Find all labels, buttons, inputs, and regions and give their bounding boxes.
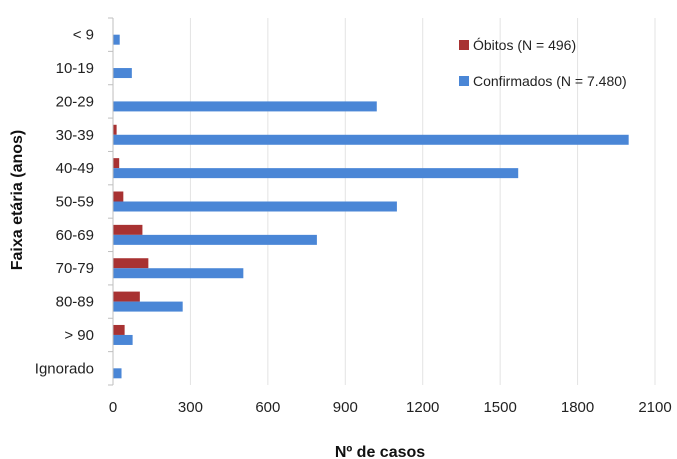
x-axis-title: Nº de casos bbox=[335, 444, 425, 459]
y-tick-label: 20-29 bbox=[56, 93, 94, 110]
y-tick-label: 10-19 bbox=[56, 60, 94, 77]
x-tick-label: 1500 bbox=[483, 399, 516, 416]
bar-confirmados-0 bbox=[113, 34, 120, 45]
bar-confirmados-7 bbox=[113, 268, 244, 279]
x-tick-label: 600 bbox=[255, 399, 280, 416]
bar-obitos-5 bbox=[113, 191, 124, 202]
bar-obitos-9 bbox=[113, 324, 125, 335]
bar-confirmados-6 bbox=[113, 234, 317, 245]
axes bbox=[108, 17, 114, 386]
bar-obitos-3 bbox=[113, 124, 117, 135]
bar-confirmados-4 bbox=[113, 168, 519, 179]
y-tick-label: 50-59 bbox=[56, 194, 94, 211]
x-tick-label: 1800 bbox=[561, 399, 594, 416]
bar-obitos-8 bbox=[113, 291, 140, 302]
x-tick-labels: 0 300 600 900 1200 1500 1800 2100 bbox=[109, 399, 672, 416]
y-tick-label: > 90 bbox=[64, 327, 94, 344]
y-tick-labels: < 9 10-19 20-29 30-39 40-49 50-59 60-69 70-79 80… bbox=[35, 27, 94, 378]
x-tick-label: 900 bbox=[333, 399, 358, 416]
bar-confirmados-1 bbox=[113, 68, 132, 79]
legend-label-confirmados: Confirmados (N = 7.480) bbox=[473, 73, 627, 89]
bar-obitos-7 bbox=[113, 258, 149, 269]
legend: Óbitos (N = 496) Confirmados (N = 7.480) bbox=[459, 37, 627, 89]
legend-swatch-obitos bbox=[459, 40, 469, 50]
bars bbox=[113, 34, 629, 379]
bar-confirmados-8 bbox=[113, 301, 183, 312]
y-tick-label: Ignorado bbox=[35, 360, 94, 377]
bar-confirmados-9 bbox=[113, 334, 133, 345]
x-tick-label: 0 bbox=[109, 399, 117, 416]
y-tick-label: 40-49 bbox=[56, 160, 94, 177]
legend-swatch-confirmados bbox=[459, 76, 469, 86]
y-axis-title: Faixa etária (anos) bbox=[9, 130, 26, 271]
bar-obitos-4 bbox=[113, 158, 120, 169]
bar-confirmados-10 bbox=[113, 368, 122, 379]
y-tick-label: 80-89 bbox=[56, 294, 94, 311]
bar-confirmados-2 bbox=[113, 101, 377, 112]
y-tick-label: 30-39 bbox=[56, 127, 94, 144]
bar-obitos-6 bbox=[113, 224, 143, 235]
bar-confirmados-3 bbox=[113, 134, 629, 145]
x-tick-label: 300 bbox=[178, 399, 203, 416]
x-tick-label: 1200 bbox=[406, 399, 439, 416]
legend-label-obitos: Óbitos (N = 496) bbox=[473, 37, 576, 53]
y-tick-label: < 9 bbox=[73, 27, 94, 44]
y-tick-label: 60-69 bbox=[56, 227, 94, 244]
bar-confirmados-5 bbox=[113, 201, 397, 212]
y-tick-label: 70-79 bbox=[56, 260, 94, 277]
x-tick-label: 2100 bbox=[638, 399, 671, 416]
